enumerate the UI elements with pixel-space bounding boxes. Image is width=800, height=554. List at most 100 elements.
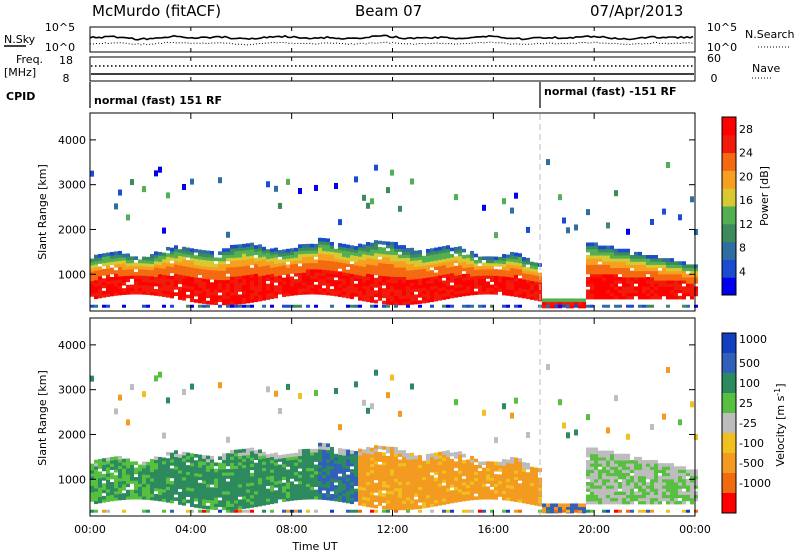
velocity-cell xyxy=(470,484,474,488)
velocity-cell xyxy=(270,500,274,505)
power-cell xyxy=(650,270,654,275)
power-cell xyxy=(178,252,182,256)
velocity-cell xyxy=(334,472,338,477)
velocity-cell xyxy=(258,455,262,460)
velocity-cell xyxy=(270,456,274,461)
power-cell xyxy=(114,257,118,262)
power-cell xyxy=(338,290,342,294)
power-cell xyxy=(378,297,382,301)
power-cell xyxy=(526,257,530,262)
velocity-cell xyxy=(222,484,226,489)
velocity-cell xyxy=(490,495,494,500)
power-cell xyxy=(462,292,466,297)
velocity-cell xyxy=(126,489,130,494)
power-cell xyxy=(606,248,610,253)
power-cell xyxy=(518,281,522,286)
power-cell xyxy=(394,245,398,249)
freq-tick-top: 18 xyxy=(59,54,73,67)
velocity-cell xyxy=(114,478,118,482)
velocity-cell xyxy=(370,504,374,508)
power-cell xyxy=(650,283,654,287)
power-cell xyxy=(634,251,638,256)
velocity-cell xyxy=(98,462,102,466)
velocity-cell xyxy=(414,474,418,479)
velocity-cell xyxy=(190,453,194,457)
power-cell xyxy=(498,275,502,280)
velocity-cell xyxy=(450,452,454,457)
velocity-cell xyxy=(242,502,246,506)
velocity-cell xyxy=(206,461,210,466)
velocity-cell xyxy=(502,484,506,488)
power-cell xyxy=(386,241,390,246)
power-cell xyxy=(310,290,314,295)
velocity-cell xyxy=(682,472,686,477)
velocity-cell xyxy=(190,468,194,473)
velocity-cell xyxy=(354,491,358,496)
velocity-cell xyxy=(90,479,94,483)
velocity-cell xyxy=(310,458,314,462)
power-cell xyxy=(566,227,570,234)
velocity-cell xyxy=(434,490,438,494)
velocity-cell xyxy=(330,462,334,467)
velocity-cell xyxy=(294,459,298,463)
power-cell xyxy=(170,269,174,274)
velocity-cell xyxy=(226,487,230,492)
velocity-cell xyxy=(458,495,462,499)
velocity-cell xyxy=(398,497,402,501)
power-cell xyxy=(598,248,602,253)
velocity-cell xyxy=(330,487,334,492)
velocity-cell xyxy=(606,475,610,480)
power-cell xyxy=(342,272,346,276)
power-cell xyxy=(546,304,550,308)
power-cell xyxy=(482,304,486,308)
velocity-cell xyxy=(538,496,542,501)
power-cell xyxy=(242,250,246,254)
power-cell xyxy=(646,270,650,275)
velocity-cell xyxy=(190,509,194,513)
velocity-cell xyxy=(258,483,262,488)
power-cell xyxy=(466,260,470,265)
power-cell xyxy=(586,276,590,281)
velocity-cell xyxy=(438,476,442,481)
velocity-cell xyxy=(382,464,386,469)
velocity-cell xyxy=(550,509,554,514)
power-cell xyxy=(326,288,330,293)
velocity-cell xyxy=(518,509,522,513)
power-cell xyxy=(510,283,514,287)
velocity-cell xyxy=(194,472,198,477)
power-cell xyxy=(494,262,498,267)
power-cell xyxy=(166,278,170,282)
power-cell xyxy=(442,274,446,278)
velocity-cell xyxy=(210,496,214,501)
power-cell xyxy=(298,250,302,255)
velocity-cell xyxy=(238,483,242,488)
power-cell xyxy=(650,273,654,278)
velocity-cell xyxy=(354,509,358,513)
velocity-cell xyxy=(330,484,334,489)
velocity-cell xyxy=(250,497,254,502)
power-cell xyxy=(394,263,398,268)
velocity-cell xyxy=(342,498,346,503)
velocity-cell xyxy=(606,485,610,489)
velocity-cell xyxy=(118,471,122,476)
velocity-cell xyxy=(358,458,362,462)
velocity-cell xyxy=(426,500,430,505)
power-cell xyxy=(302,250,306,254)
power-cell xyxy=(690,270,694,275)
power-cell xyxy=(466,285,470,290)
power-cell xyxy=(506,260,510,265)
velocity-cell xyxy=(382,474,386,479)
velocity-cell xyxy=(238,480,242,485)
velocity-cell xyxy=(414,499,418,504)
velocity-cell xyxy=(126,461,130,466)
power-cell xyxy=(414,285,418,289)
velocity-cell xyxy=(374,460,378,465)
velocity-cell xyxy=(346,474,350,479)
velocity-cell xyxy=(494,467,498,472)
velocity-cell xyxy=(114,459,118,464)
velocity-cell xyxy=(366,462,370,467)
velocity-cell xyxy=(446,456,450,461)
power-cell xyxy=(246,255,250,260)
power-cell xyxy=(622,295,626,300)
power-cell xyxy=(626,295,630,300)
